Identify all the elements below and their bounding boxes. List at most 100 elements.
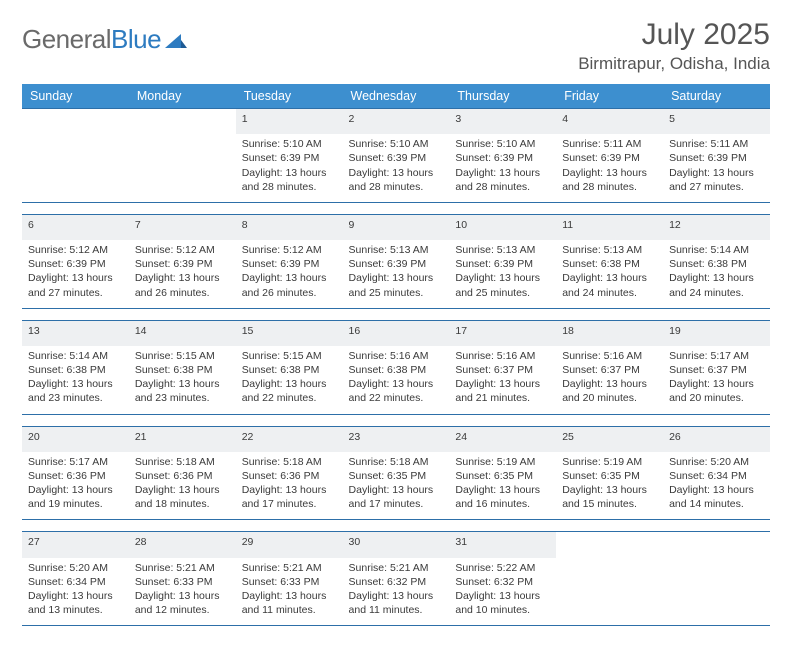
sunset-line: Sunset: 6:36 PM: [242, 469, 337, 483]
sunrise-line: Sunrise: 5:12 AM: [28, 243, 123, 257]
day-number: 23: [343, 426, 450, 452]
row-separator: [22, 414, 770, 426]
day-number: 10: [449, 214, 556, 240]
day-header: Monday: [129, 84, 236, 109]
sunrise-line: Sunrise: 5:13 AM: [562, 243, 657, 257]
row-separator: [22, 202, 770, 214]
daylight-line-2: and 28 minutes.: [349, 180, 444, 194]
day-header: Thursday: [449, 84, 556, 109]
day-cell: Sunrise: 5:18 AMSunset: 6:36 PMDaylight:…: [129, 452, 236, 520]
day-cell: Sunrise: 5:12 AMSunset: 6:39 PMDaylight:…: [236, 240, 343, 308]
sunrise-line: Sunrise: 5:13 AM: [455, 243, 550, 257]
daylight-line-2: and 24 minutes.: [669, 286, 764, 300]
daylight-line-1: Daylight: 13 hours: [455, 377, 550, 391]
day-cell: Sunrise: 5:20 AMSunset: 6:34 PMDaylight:…: [663, 452, 770, 520]
day-number: 12: [663, 214, 770, 240]
daylight-line-1: Daylight: 13 hours: [242, 377, 337, 391]
day-cell: Sunrise: 5:16 AMSunset: 6:37 PMDaylight:…: [556, 346, 663, 414]
daylight-line-1: Daylight: 13 hours: [28, 483, 123, 497]
daylight-line-2: and 19 minutes.: [28, 497, 123, 511]
day-cell: Sunrise: 5:11 AMSunset: 6:39 PMDaylight:…: [663, 134, 770, 202]
row-separator: [22, 308, 770, 320]
daylight-line-1: Daylight: 13 hours: [669, 166, 764, 180]
sunrise-line: Sunrise: 5:16 AM: [562, 349, 657, 363]
daylight-line-2: and 28 minutes.: [242, 180, 337, 194]
day-number: 15: [236, 320, 343, 346]
sunset-line: Sunset: 6:35 PM: [349, 469, 444, 483]
daylight-line-2: and 27 minutes.: [28, 286, 123, 300]
sunset-line: Sunset: 6:37 PM: [455, 363, 550, 377]
day-cell: Sunrise: 5:10 AMSunset: 6:39 PMDaylight:…: [236, 134, 343, 202]
brand-name-b: Blue: [111, 24, 161, 54]
daylight-line-2: and 18 minutes.: [135, 497, 230, 511]
daylight-line-2: and 20 minutes.: [562, 391, 657, 405]
day-cell: Sunrise: 5:10 AMSunset: 6:39 PMDaylight:…: [343, 134, 450, 202]
sunset-line: Sunset: 6:35 PM: [562, 469, 657, 483]
day-cell: Sunrise: 5:21 AMSunset: 6:33 PMDaylight:…: [129, 558, 236, 626]
sunset-line: Sunset: 6:39 PM: [455, 151, 550, 165]
day-number: 18: [556, 320, 663, 346]
empty-cell: [556, 532, 663, 558]
daylight-line-2: and 24 minutes.: [562, 286, 657, 300]
daylight-line-2: and 12 minutes.: [135, 603, 230, 617]
daylight-line-2: and 25 minutes.: [455, 286, 550, 300]
daylight-line-1: Daylight: 13 hours: [562, 166, 657, 180]
sunrise-line: Sunrise: 5:14 AM: [28, 349, 123, 363]
sunrise-line: Sunrise: 5:20 AM: [669, 455, 764, 469]
sunset-line: Sunset: 6:36 PM: [28, 469, 123, 483]
sunrise-line: Sunrise: 5:12 AM: [135, 243, 230, 257]
daylight-line-2: and 11 minutes.: [349, 603, 444, 617]
daylight-line-1: Daylight: 13 hours: [242, 589, 337, 603]
day-header-row: SundayMondayTuesdayWednesdayThursdayFrid…: [22, 84, 770, 109]
day-number: 17: [449, 320, 556, 346]
sunrise-line: Sunrise: 5:16 AM: [349, 349, 444, 363]
day-header: Friday: [556, 84, 663, 109]
day-cell: Sunrise: 5:17 AMSunset: 6:36 PMDaylight:…: [22, 452, 129, 520]
brand-name: GeneralBlue: [22, 24, 161, 55]
daynum-row: 20212223242526: [22, 426, 770, 452]
sunrise-line: Sunrise: 5:21 AM: [242, 561, 337, 575]
day-number: 6: [22, 214, 129, 240]
day-header: Saturday: [663, 84, 770, 109]
daylight-line-2: and 22 minutes.: [349, 391, 444, 405]
day-cell: Sunrise: 5:19 AMSunset: 6:35 PMDaylight:…: [556, 452, 663, 520]
day-number: 31: [449, 532, 556, 558]
day-number: 20: [22, 426, 129, 452]
sunset-line: Sunset: 6:38 PM: [349, 363, 444, 377]
daylight-line-1: Daylight: 13 hours: [242, 166, 337, 180]
sunrise-line: Sunrise: 5:10 AM: [349, 137, 444, 151]
day-number: 16: [343, 320, 450, 346]
sunset-line: Sunset: 6:34 PM: [669, 469, 764, 483]
sunrise-line: Sunrise: 5:10 AM: [242, 137, 337, 151]
daylight-line-1: Daylight: 13 hours: [562, 377, 657, 391]
daylight-line-1: Daylight: 13 hours: [28, 589, 123, 603]
day-number: 14: [129, 320, 236, 346]
day-cell: Sunrise: 5:19 AMSunset: 6:35 PMDaylight:…: [449, 452, 556, 520]
day-cell: Sunrise: 5:11 AMSunset: 6:39 PMDaylight:…: [556, 134, 663, 202]
day-header: Wednesday: [343, 84, 450, 109]
daylight-line-2: and 28 minutes.: [562, 180, 657, 194]
sunset-line: Sunset: 6:35 PM: [455, 469, 550, 483]
day-cell: Sunrise: 5:13 AMSunset: 6:39 PMDaylight:…: [343, 240, 450, 308]
empty-cell: [663, 558, 770, 626]
daylight-line-2: and 28 minutes.: [455, 180, 550, 194]
daylight-line-1: Daylight: 13 hours: [349, 589, 444, 603]
sunset-line: Sunset: 6:32 PM: [455, 575, 550, 589]
sunrise-line: Sunrise: 5:11 AM: [562, 137, 657, 151]
day-cell: Sunrise: 5:15 AMSunset: 6:38 PMDaylight:…: [236, 346, 343, 414]
day-cell: Sunrise: 5:15 AMSunset: 6:38 PMDaylight:…: [129, 346, 236, 414]
day-cell: Sunrise: 5:18 AMSunset: 6:35 PMDaylight:…: [343, 452, 450, 520]
week-row: Sunrise: 5:20 AMSunset: 6:34 PMDaylight:…: [22, 558, 770, 626]
week-row: Sunrise: 5:10 AM Sunset: 6:39 PM Daylight:…: [22, 134, 770, 202]
location: Birmitrapur, Odisha, India: [578, 54, 770, 74]
sunset-line: Sunset: 6:39 PM: [242, 257, 337, 271]
brand-triangle-icon: [165, 32, 187, 48]
sunset-line: Sunset: 6:38 PM: [28, 363, 123, 377]
day-number: 25: [556, 426, 663, 452]
day-cell: Sunrise: 5:10 AMSunset: 6:39 PMDaylight:…: [449, 134, 556, 202]
title-block: July 2025 Birmitrapur, Odisha, India: [578, 18, 770, 74]
daylight-line-1: Daylight: 13 hours: [562, 483, 657, 497]
day-cell: Sunrise: 5:20 AMSunset: 6:34 PMDaylight:…: [22, 558, 129, 626]
daynum-row: 2728293031: [22, 532, 770, 558]
daylight-line-2: and 17 minutes.: [349, 497, 444, 511]
